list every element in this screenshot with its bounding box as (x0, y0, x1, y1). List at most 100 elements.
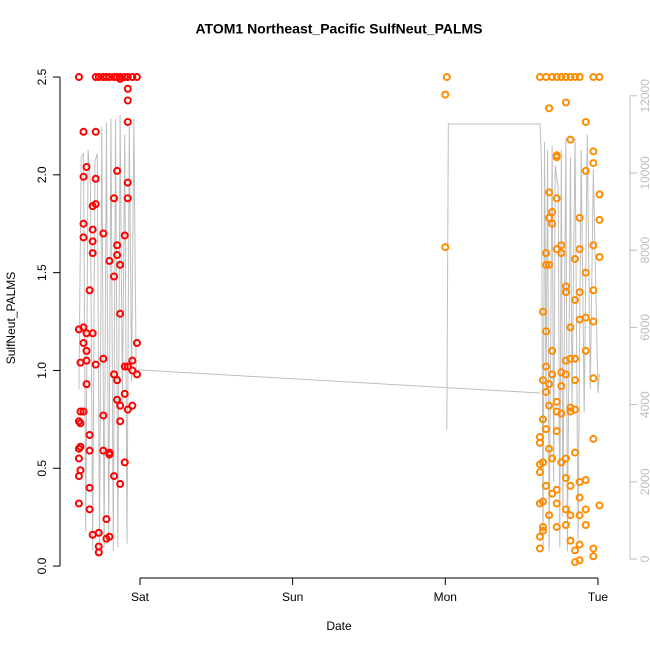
point (575, 73, 584, 82)
point (91, 174, 100, 183)
point (595, 190, 604, 199)
point (105, 73, 114, 82)
point (561, 474, 570, 483)
point (128, 401, 137, 410)
point (557, 382, 566, 391)
point (566, 73, 575, 82)
point (120, 73, 129, 82)
point (88, 237, 97, 246)
y-tick-label: 2.5 (35, 68, 49, 85)
point (561, 505, 570, 514)
point (589, 374, 598, 383)
point (123, 73, 132, 82)
point (589, 317, 598, 326)
point (76, 442, 85, 451)
point (535, 544, 544, 553)
point (85, 483, 94, 492)
point (557, 73, 566, 82)
point (79, 323, 88, 332)
point (128, 356, 137, 365)
point (581, 505, 590, 514)
point (552, 427, 561, 436)
point (571, 296, 580, 305)
point (105, 448, 114, 457)
point (123, 84, 132, 93)
point (79, 172, 88, 181)
point (542, 260, 551, 269)
point (595, 501, 604, 510)
point (548, 370, 557, 379)
point (575, 288, 584, 297)
x-tick-label: Sun (282, 590, 303, 604)
y2-tick-label: 0 (638, 555, 650, 562)
point (542, 362, 551, 371)
point (542, 387, 551, 396)
point (545, 188, 554, 197)
point (581, 118, 590, 127)
point (566, 323, 575, 332)
point (561, 73, 570, 82)
point (441, 243, 450, 252)
point (74, 499, 83, 508)
point (113, 395, 122, 404)
point (581, 475, 590, 484)
point (79, 127, 88, 136)
point (542, 327, 551, 336)
point (552, 245, 561, 254)
point (571, 73, 580, 82)
x-tick-label: Tue (588, 590, 609, 604)
point (545, 380, 554, 389)
point (116, 479, 125, 488)
y2-tick-label: 8000 (638, 237, 650, 264)
y-tick-label: 0.5 (35, 460, 49, 477)
point (91, 200, 100, 209)
point (79, 219, 88, 228)
point (542, 249, 551, 258)
point (76, 466, 85, 475)
point (581, 166, 590, 175)
point (88, 249, 97, 258)
point (441, 90, 450, 99)
point (589, 434, 598, 443)
point (94, 528, 103, 537)
point (589, 159, 598, 168)
point (566, 135, 575, 144)
point (561, 520, 570, 529)
point (94, 73, 103, 82)
point (74, 454, 83, 463)
point (99, 354, 108, 363)
point (552, 397, 561, 406)
point (566, 536, 575, 545)
point (566, 511, 575, 520)
y-axis-label: SulfNeut_PALMS (4, 272, 18, 365)
point (557, 249, 566, 258)
point (538, 497, 547, 506)
point (110, 194, 119, 203)
point (557, 458, 566, 467)
point (88, 225, 97, 234)
point (575, 540, 584, 549)
point (542, 425, 551, 434)
y-tick-label: 1.5 (35, 264, 49, 281)
point (571, 254, 580, 263)
point (552, 153, 561, 162)
point (548, 346, 557, 355)
point (120, 389, 129, 398)
x-axis-label: Date (326, 619, 352, 633)
point (132, 73, 141, 82)
point (552, 522, 561, 531)
y2-tick-label: 10000 (638, 156, 650, 190)
point (535, 532, 544, 541)
point (581, 313, 590, 322)
point (76, 407, 85, 416)
y2-tick-label: 12000 (638, 79, 650, 113)
point (561, 370, 570, 379)
point (561, 98, 570, 107)
point (82, 356, 91, 365)
point (575, 493, 584, 502)
point (79, 233, 88, 242)
point (595, 73, 604, 82)
point (85, 431, 94, 440)
point (589, 147, 598, 156)
point (105, 256, 114, 265)
